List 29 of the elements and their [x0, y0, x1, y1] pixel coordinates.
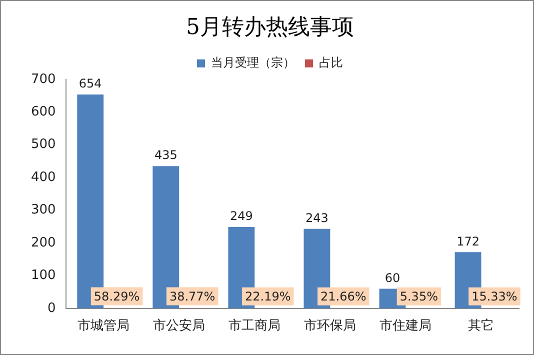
data-label: 172 — [456, 234, 480, 248]
x-tick-label: 市城管局 — [78, 318, 130, 334]
y-tick-label: 700 — [30, 72, 56, 87]
x-tick-label: 市工商局 — [228, 318, 281, 334]
y-tick-label: 100 — [30, 268, 56, 284]
x-tick-label: 其它 — [468, 318, 494, 334]
data-label: 38.77% — [169, 289, 216, 304]
data-label: 5.35% — [400, 290, 438, 304]
x-tick-label: 市公安局 — [153, 318, 206, 334]
x-tick-label: 市环保局 — [304, 318, 356, 334]
data-label: 21.66% — [320, 289, 366, 304]
y-tick-label: 300 — [30, 202, 56, 218]
data-label: 22.19% — [244, 289, 291, 304]
y-tick-label: 600 — [30, 104, 56, 120]
legend-label: 当月受理（宗） — [211, 56, 295, 70]
data-label: 243 — [306, 211, 328, 226]
data-label: 58.29% — [94, 289, 140, 304]
y-tick-label: 400 — [30, 170, 56, 185]
x-tick-label: 市住建局 — [380, 318, 432, 334]
data-label: 435 — [154, 148, 178, 162]
y-tick-label: 500 — [30, 137, 56, 152]
data-label: 654 — [78, 76, 102, 91]
data-label: 15.33% — [472, 289, 518, 304]
y-tick-label: 0 — [48, 300, 56, 316]
data-label: 60 — [384, 270, 400, 285]
y-tick-label: 200 — [30, 235, 56, 250]
chart-title: 5月转办热线事项 — [186, 14, 354, 40]
data-label: 249 — [230, 209, 253, 224]
legend-label: 占比 — [319, 56, 343, 70]
